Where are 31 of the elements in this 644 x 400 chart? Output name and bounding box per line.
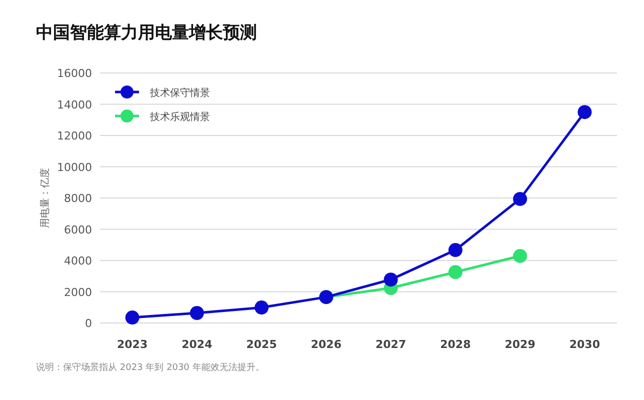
x-tick-label: 2026 <box>310 338 342 351</box>
x-tick-label: 2029 <box>504 338 536 351</box>
point <box>578 105 592 120</box>
y-tick-label: 4000 <box>64 254 92 268</box>
y-tick-label: 12000 <box>57 130 92 142</box>
y-tick-label: 14000 <box>57 98 92 112</box>
point <box>384 272 398 287</box>
y-tick-label: 10000 <box>57 160 92 174</box>
x-tick-label: 2028 <box>440 338 471 351</box>
y-tick-label: 8000 <box>64 192 92 205</box>
point <box>513 192 528 206</box>
point <box>190 306 204 320</box>
y-tick-label: 2000 <box>64 286 92 299</box>
x-tick-label: 2027 <box>376 338 406 351</box>
x-tick-label: 2023 <box>117 338 148 351</box>
y-tick-label: 0 <box>85 317 92 330</box>
y-tick-label: 16000 <box>57 67 92 80</box>
legend-label: 技术保守情景 <box>149 87 210 99</box>
point <box>254 300 269 315</box>
point <box>513 248 528 263</box>
text: 说明：保守场景指从 2023 年到 2030 年能效无法提升。 <box>36 362 264 373</box>
point <box>125 310 140 325</box>
chart-title: 中国智能算力用电量增长预测 <box>36 23 257 43</box>
y-axis-title: 用电量：亿度 <box>39 168 51 228</box>
legend-label: 技术乐观情景 <box>149 111 210 123</box>
point <box>448 265 462 280</box>
y-tick-label: 6000 <box>64 223 92 236</box>
point <box>448 243 462 258</box>
x-tick-label: 2025 <box>246 338 277 351</box>
x-tick-label: 2030 <box>569 338 600 351</box>
x-tick-label: 2024 <box>182 338 213 351</box>
